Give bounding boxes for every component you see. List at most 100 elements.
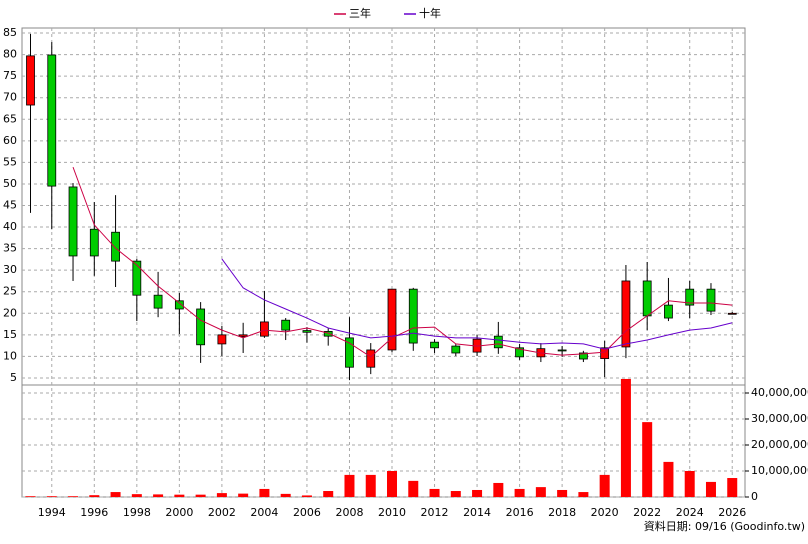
candle-body xyxy=(111,231,120,262)
volume-bar xyxy=(599,474,610,497)
candle-body xyxy=(685,288,695,306)
volume-bar xyxy=(365,474,376,497)
y-tick-label: 85 xyxy=(3,26,17,39)
candle-body xyxy=(196,308,206,346)
volume-bar xyxy=(280,493,291,497)
volume-bar xyxy=(259,488,270,497)
x-tick-label: 2014 xyxy=(463,506,491,519)
candle-body xyxy=(451,345,461,354)
volume-bar xyxy=(89,495,100,497)
x-tick-label: 2022 xyxy=(633,506,661,519)
legend-label: 十年 xyxy=(419,6,441,20)
volume-bar xyxy=(493,482,504,497)
volume-bar xyxy=(153,494,164,497)
x-tick-label: 2026 xyxy=(718,506,746,519)
volume-bar xyxy=(408,480,419,497)
volume-bar xyxy=(46,496,57,497)
candle-body xyxy=(621,280,631,348)
x-tick-label: 1996 xyxy=(80,506,108,519)
ma-line xyxy=(221,258,733,350)
x-tick-label: 2006 xyxy=(293,506,321,519)
volume-bar xyxy=(450,491,461,497)
candle-body xyxy=(642,280,652,317)
candle-body xyxy=(68,186,78,257)
volume-bar xyxy=(387,471,398,497)
candle-body xyxy=(153,294,163,309)
candle-body xyxy=(430,341,439,349)
volume-bar xyxy=(514,488,525,497)
y-tick-label: 35 xyxy=(3,242,17,255)
y2-tick-label: 40,000,000 xyxy=(751,386,808,399)
candle-body xyxy=(323,331,333,337)
x-tick-label: 2018 xyxy=(548,506,576,519)
y2-tick-label: 20,000,000 xyxy=(751,438,808,451)
note: 資料日期: 09/16 (Goodinfo.tw) xyxy=(644,519,805,533)
y-tick-label: 30 xyxy=(3,263,17,276)
x-tick-label: 2008 xyxy=(335,506,363,519)
volume-bar xyxy=(131,494,142,497)
x-tick-label: 2012 xyxy=(421,506,449,519)
x-tick-label: 2000 xyxy=(165,506,193,519)
x-tick-label: 2016 xyxy=(506,506,534,519)
x-tick-label: 2004 xyxy=(250,506,278,519)
volume-bar xyxy=(174,494,185,497)
y2-tick-label: 30,000,000 xyxy=(751,412,808,425)
volume-bar xyxy=(68,496,79,497)
volume-bar xyxy=(642,422,653,497)
y-tick-label: 25 xyxy=(3,285,17,298)
y-tick-label: 40 xyxy=(3,220,17,233)
volume-bar xyxy=(195,494,206,497)
candle-body xyxy=(727,312,737,315)
volume-bar xyxy=(25,496,36,497)
volume-bar xyxy=(705,481,716,497)
y-tick-label: 10 xyxy=(3,349,17,362)
volume-bar xyxy=(620,378,631,497)
candle-body xyxy=(578,352,588,360)
y-tick-label: 50 xyxy=(3,177,17,190)
legend-label: 三年 xyxy=(349,6,371,20)
candle-body xyxy=(345,337,354,368)
y-tick-label: 20 xyxy=(3,306,17,319)
candle-body xyxy=(132,260,142,296)
candle-body xyxy=(366,349,376,368)
candle-body xyxy=(557,349,567,352)
plot-frame xyxy=(21,27,746,498)
volume-bar xyxy=(535,487,546,497)
volume-bar xyxy=(429,488,440,497)
volume-bar xyxy=(578,492,589,497)
candle-body xyxy=(281,319,291,331)
candle-body xyxy=(47,54,57,187)
y2-tick-label: 0 xyxy=(751,490,758,503)
y2-tick-label: 10,000,000 xyxy=(751,464,808,477)
volume-bar xyxy=(238,493,249,497)
y-tick-label: 65 xyxy=(3,112,17,125)
ma-line xyxy=(72,166,733,358)
y-tick-label: 45 xyxy=(3,199,17,212)
x-tick-label: 1998 xyxy=(123,506,151,519)
volume-bar xyxy=(344,474,355,497)
candle-body xyxy=(664,304,673,319)
candle-body xyxy=(387,288,397,351)
x-tick-label: 2024 xyxy=(676,506,704,519)
volume-bar xyxy=(727,478,738,497)
volume-bar xyxy=(663,461,674,497)
y-tick-label: 5 xyxy=(10,371,17,384)
candle-body xyxy=(493,335,503,349)
x-tick-label: 1994 xyxy=(38,506,66,519)
y-tick-label: 75 xyxy=(3,69,17,82)
candle-body xyxy=(706,288,716,312)
volume-bar xyxy=(684,471,695,497)
volume-bar xyxy=(323,491,334,497)
candle-body xyxy=(408,288,418,344)
volume-bar xyxy=(216,493,227,497)
volume-bar xyxy=(557,489,568,497)
volume-bar xyxy=(301,495,312,497)
candle-body xyxy=(89,228,99,257)
candle-body xyxy=(260,321,269,337)
y-tick-label: 60 xyxy=(3,134,17,147)
volume-bar xyxy=(472,489,483,497)
volume-bar xyxy=(110,492,121,497)
y-tick-label: 70 xyxy=(3,91,17,104)
candle-body xyxy=(515,347,524,358)
